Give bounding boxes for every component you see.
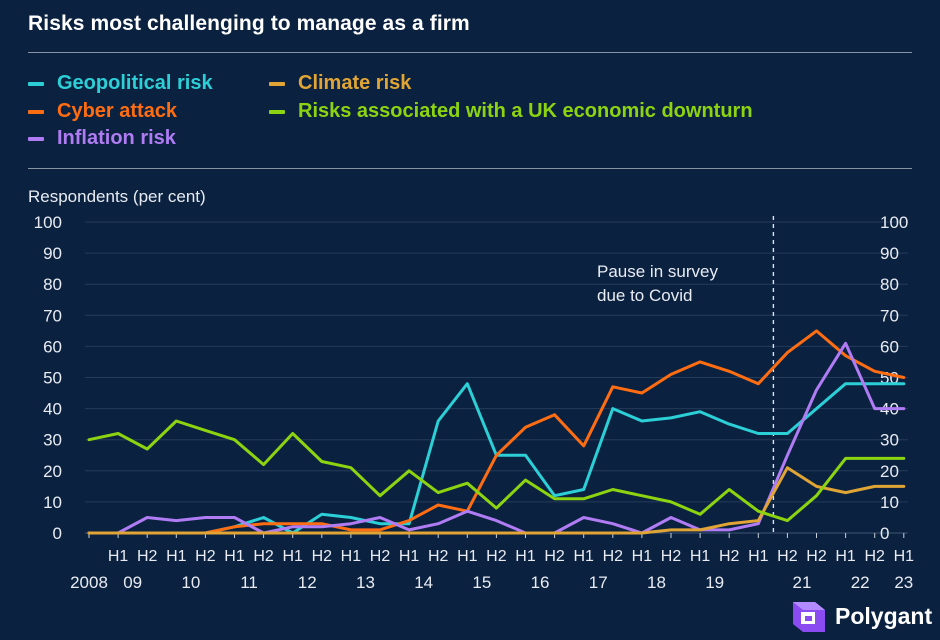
legend-item-inflation: Inflation risk bbox=[28, 127, 176, 150]
y-tick-label-right: 100 bbox=[880, 213, 908, 232]
x-tick-label: H2 bbox=[544, 548, 565, 565]
y-tick-label-right: 10 bbox=[880, 493, 899, 512]
y-axis-label: Respondents (per cent) bbox=[28, 187, 206, 206]
x-tick-label: H1 bbox=[224, 548, 245, 565]
annotation-text: due to Covid bbox=[597, 286, 692, 305]
x-tick-label: H1 bbox=[690, 548, 711, 565]
y-tick-label-left: 50 bbox=[43, 369, 62, 388]
x-year-label: 16 bbox=[531, 573, 550, 592]
y-tick-label-left: 20 bbox=[43, 462, 62, 481]
x-tick-label: H2 bbox=[195, 548, 216, 565]
y-tick-label-left: 40 bbox=[43, 400, 62, 419]
legend-item-geopolitical: Geopolitical risk bbox=[28, 72, 213, 95]
x-tick-label: H1 bbox=[457, 548, 478, 565]
divider bbox=[28, 168, 912, 169]
x-tick-label: H1 bbox=[341, 548, 362, 565]
x-tick-label: H2 bbox=[253, 548, 274, 565]
x-tick-label: H1 bbox=[748, 548, 769, 565]
legend-item-climate: Climate risk bbox=[269, 72, 411, 95]
x-tick-label: H2 bbox=[864, 548, 885, 565]
y-tick-label-left: 10 bbox=[43, 493, 62, 512]
y-tick-label-left: 100 bbox=[34, 213, 62, 232]
legend-item-downturn: Risks associated with a UK economic down… bbox=[269, 100, 753, 123]
x-tick-label: H1 bbox=[835, 548, 856, 565]
x-year-label: 09 bbox=[123, 573, 142, 592]
x-tick-label: H2 bbox=[719, 548, 740, 565]
y-tick-label-right: 0 bbox=[880, 524, 889, 543]
polygant-cube-icon bbox=[793, 602, 825, 632]
y-tick-label-right: 70 bbox=[880, 306, 899, 325]
y-tick-label-right: 80 bbox=[880, 275, 899, 294]
legend: Geopolitical risk Climate risk Cyber att… bbox=[28, 72, 918, 162]
x-tick-label: H1 bbox=[894, 548, 915, 565]
x-tick-label: H2 bbox=[370, 548, 391, 565]
x-tick-label: H1 bbox=[573, 548, 594, 565]
legend-swatch bbox=[28, 136, 44, 141]
y-tick-label-left: 70 bbox=[43, 306, 62, 325]
x-tick-label: H2 bbox=[661, 548, 682, 565]
x-tick-label: H2 bbox=[777, 548, 798, 565]
x-year-label: 22 bbox=[851, 573, 870, 592]
x-year-label: 21 bbox=[792, 573, 811, 592]
x-tick-label: H1 bbox=[632, 548, 653, 565]
legend-label: Climate risk bbox=[298, 72, 412, 94]
legend-label: Geopolitical risk bbox=[57, 72, 213, 94]
polygant-logo: Polygant bbox=[785, 598, 932, 634]
x-tick-label: H2 bbox=[137, 548, 158, 565]
x-tick-label: H1 bbox=[399, 548, 420, 565]
x-year-label: 19 bbox=[705, 573, 724, 592]
legend-swatch bbox=[269, 81, 285, 86]
series-line-risks-associated-with-a-uk-economic-downturn bbox=[87, 419, 906, 523]
x-year-label: 2008 bbox=[70, 573, 108, 592]
logo-text: Polygant bbox=[835, 602, 933, 629]
y-tick-label-left: 60 bbox=[43, 337, 62, 356]
x-year-label: 12 bbox=[298, 573, 317, 592]
x-tick-label: H1 bbox=[282, 548, 303, 565]
legend-label: Inflation risk bbox=[57, 127, 176, 149]
x-year-label: 15 bbox=[472, 573, 491, 592]
series-line-climate-risk bbox=[87, 466, 906, 535]
x-year-label: 23 bbox=[894, 573, 913, 592]
x-tick-label: H1 bbox=[515, 548, 536, 565]
series-line-cyber-attack bbox=[87, 329, 906, 535]
y-tick-label-right: 90 bbox=[880, 244, 899, 263]
x-year-label: 10 bbox=[181, 573, 200, 592]
x-tick-label: H1 bbox=[166, 548, 187, 565]
y-tick-label-left: 0 bbox=[53, 524, 62, 543]
y-tick-label-right: 30 bbox=[880, 431, 899, 450]
x-year-label: 14 bbox=[414, 573, 433, 592]
legend-label: Risks associated with a UK economic down… bbox=[298, 100, 753, 122]
annotation-text: Pause in survey bbox=[597, 262, 718, 281]
y-tick-label-left: 30 bbox=[43, 431, 62, 450]
y-tick-label-left: 80 bbox=[43, 275, 62, 294]
x-year-label: 17 bbox=[589, 573, 608, 592]
divider bbox=[28, 52, 912, 53]
legend-swatch bbox=[28, 109, 44, 114]
legend-swatch bbox=[28, 81, 44, 86]
x-year-label: 11 bbox=[240, 573, 258, 592]
chart-title: Risks most challenging to manage as a fi… bbox=[28, 12, 470, 35]
x-year-label: 18 bbox=[647, 573, 666, 592]
x-tick-label: H2 bbox=[806, 548, 827, 565]
x-tick-label: H2 bbox=[428, 548, 449, 565]
y-tick-label-right: 20 bbox=[880, 462, 899, 481]
x-year-label: 13 bbox=[356, 573, 375, 592]
legend-label: Cyber attack bbox=[57, 100, 178, 122]
legend-item-cyber: Cyber attack bbox=[28, 100, 177, 123]
y-tick-label-left: 90 bbox=[43, 244, 62, 263]
y-tick-label-right: 60 bbox=[880, 337, 899, 356]
x-tick-label: H2 bbox=[312, 548, 333, 565]
legend-swatch bbox=[269, 109, 285, 114]
x-tick-label: H2 bbox=[603, 548, 624, 565]
x-tick-label: H1 bbox=[108, 548, 129, 565]
series-line-inflation-risk bbox=[87, 341, 906, 535]
x-tick-label: H2 bbox=[486, 548, 507, 565]
